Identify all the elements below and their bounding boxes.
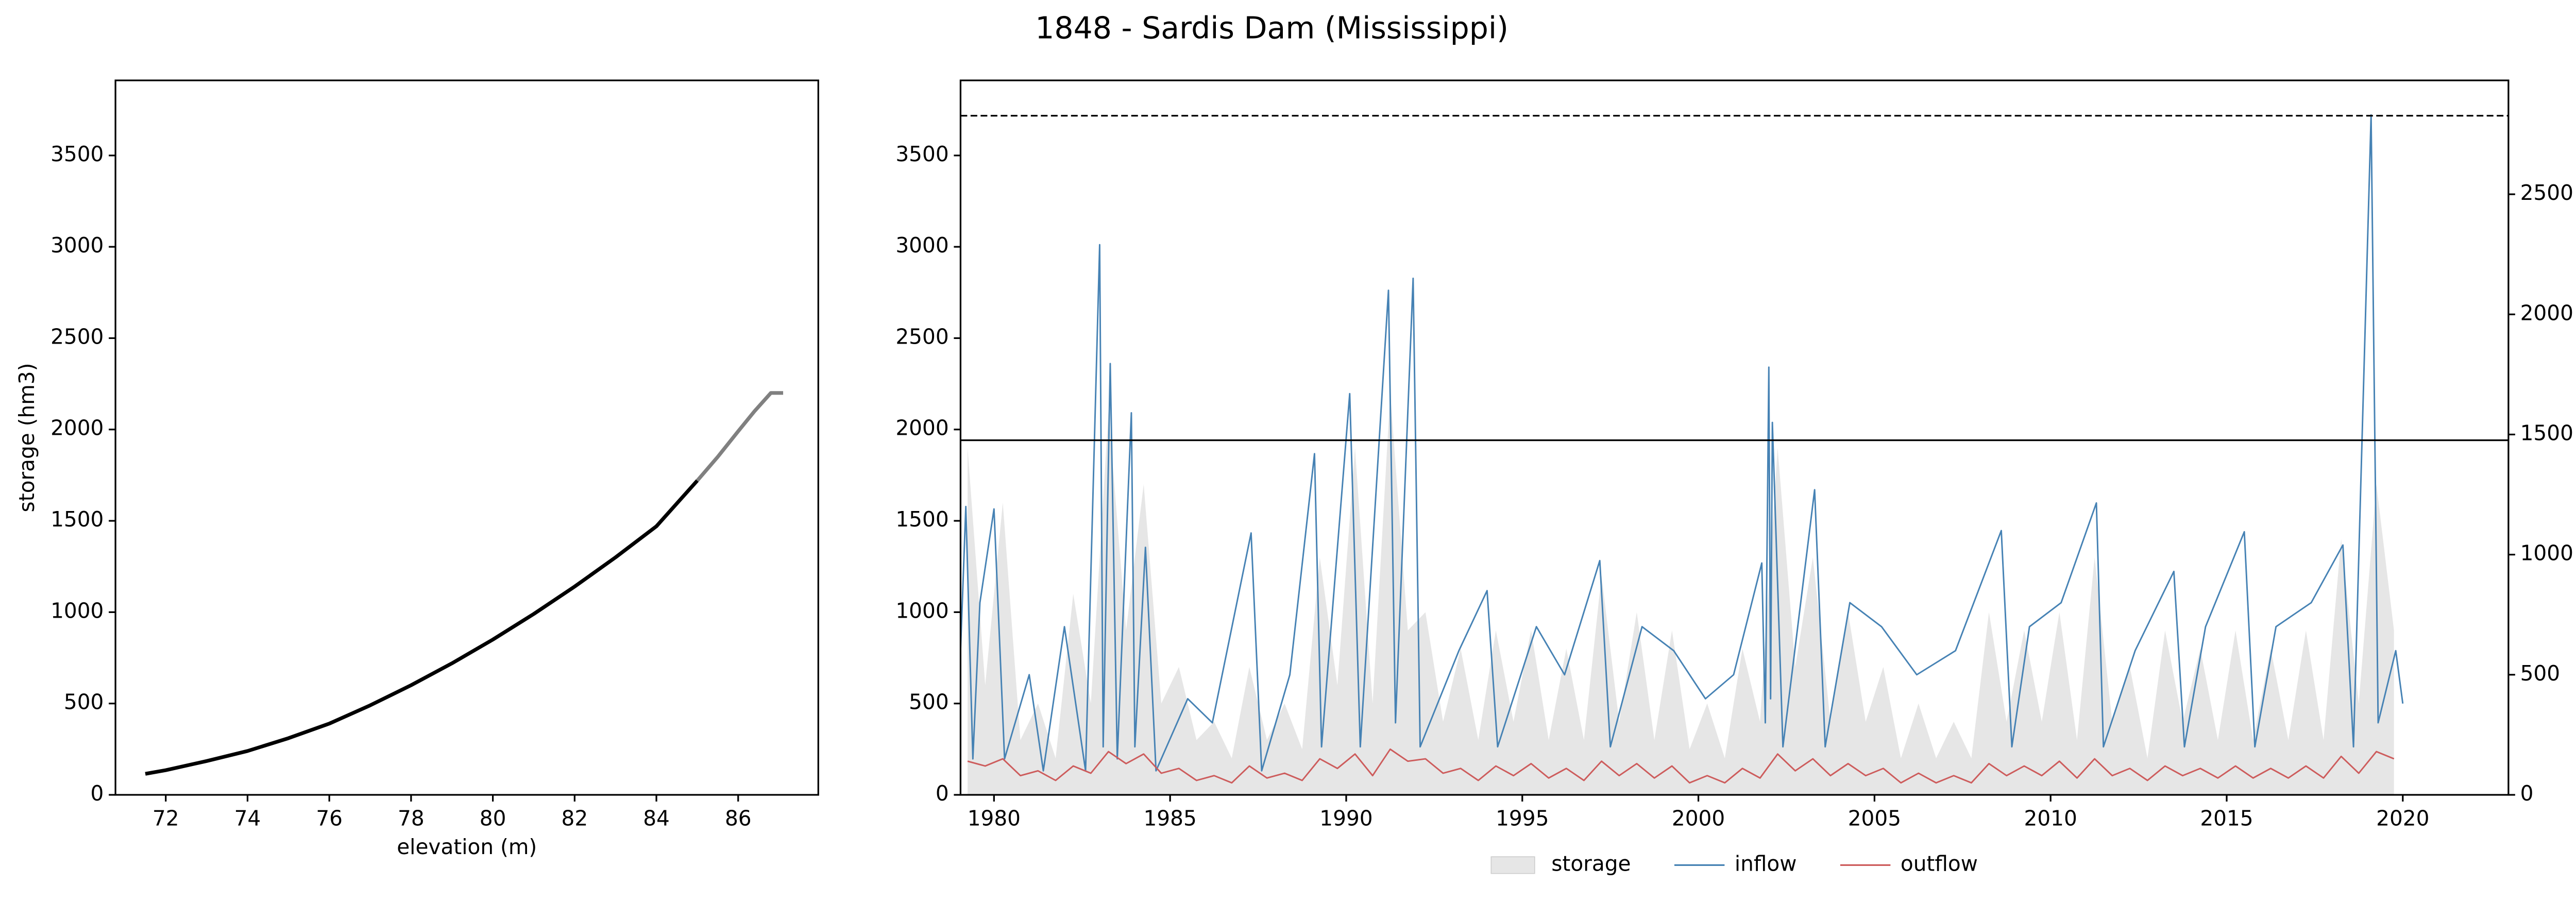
x-tick-label: 84 [643, 806, 670, 831]
legend-swatch [1490, 856, 1535, 874]
y-tick-label: 1000 [895, 598, 948, 623]
x-tick-label: 1990 [1319, 806, 1372, 831]
x-tick-label: 86 [725, 806, 752, 831]
y-tick-label: 2500 [50, 324, 104, 349]
x-tick-label: 74 [234, 806, 261, 831]
y-tick-label: 1500 [50, 507, 104, 532]
x-tick-label: 78 [398, 806, 425, 831]
y-tick-label: 2000 [895, 416, 948, 440]
figure-title: 1848 - Sardis Dam (Mississippi) [1035, 11, 1509, 46]
y-tick-label: 0 [91, 781, 104, 806]
x-tick-label: 1985 [1143, 806, 1196, 831]
x-tick-label: 2005 [1848, 806, 1901, 831]
x-tick-label: 1980 [968, 806, 1021, 831]
axes-frame [959, 79, 2510, 796]
legend-label: inflow [1735, 851, 1797, 876]
x-tick-label: 80 [480, 806, 506, 831]
y-tick-label: 3000 [895, 233, 948, 258]
y2-tick-label: 1500 [2520, 420, 2573, 445]
line [145, 479, 699, 776]
plot-area [145, 391, 784, 776]
y-tick-label: 1500 [895, 507, 948, 532]
line [696, 391, 784, 482]
y-tick-label: 0 [936, 781, 949, 806]
x-tick-label: 2020 [2376, 806, 2429, 831]
plot-area [960, 114, 2404, 795]
line [960, 114, 2404, 772]
y2-tick-label: 1000 [2520, 541, 2573, 566]
x-tick-label: 2010 [2024, 806, 2077, 831]
y-tick-label: 500 [909, 690, 948, 714]
y-tick-label: 500 [64, 690, 104, 714]
y-tick-label: 1000 [50, 598, 104, 623]
y-tick-label: 3500 [50, 142, 104, 166]
y-axis-label: storage (hm3) [14, 363, 39, 513]
x-tick-label: 2015 [2200, 806, 2253, 831]
line [967, 748, 2395, 784]
x-tick-label: 2000 [1672, 806, 1725, 831]
x-axis-label: elevation (m) [397, 835, 537, 859]
x-tick-label: 72 [152, 806, 179, 831]
x-tick-label: 76 [316, 806, 343, 831]
axes-frame [114, 79, 819, 796]
y-tick-label: 2500 [895, 324, 948, 349]
y-tick-label: 2000 [50, 416, 104, 440]
y2-tick-label: 0 [2520, 781, 2534, 806]
y-tick-label: 3500 [895, 142, 948, 166]
area [968, 393, 2394, 795]
y2-tick-label: 2000 [2520, 300, 2573, 325]
legend-label: storage [1551, 851, 1631, 876]
legend-label: outflow [1901, 851, 1978, 876]
y-tick-label: 3000 [50, 233, 104, 258]
x-tick-label: 1995 [1496, 806, 1549, 831]
x-tick-label: 82 [562, 806, 588, 831]
legend: storage inflow outflow [1490, 851, 1978, 876]
y2-tick-label: 2500 [2520, 180, 2573, 205]
y2-tick-label: 500 [2520, 661, 2560, 686]
